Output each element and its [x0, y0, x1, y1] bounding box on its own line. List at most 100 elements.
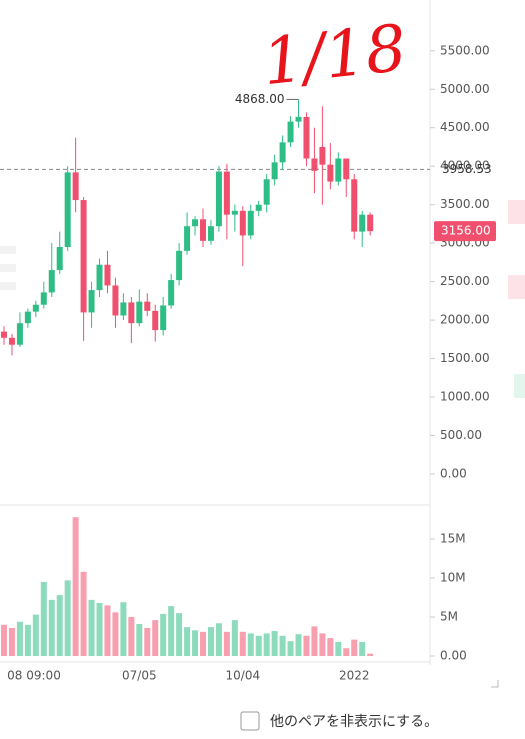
volume-bar [271, 631, 278, 657]
volume-bar [255, 635, 262, 657]
candle-body [136, 301, 143, 324]
volume-bar [104, 605, 111, 657]
y-tick-label: 5500.00 [440, 43, 490, 57]
candle-body [351, 179, 358, 232]
y-tick-label: 500.00 [440, 428, 482, 442]
last-price-label: 3156.00 [441, 224, 491, 238]
candle-body [176, 250, 183, 281]
candle-body [16, 323, 23, 345]
candle-body [104, 264, 111, 286]
candle-body [271, 162, 278, 180]
volume-bar [223, 631, 230, 657]
decor [514, 374, 525, 398]
candle-body [184, 226, 191, 251]
volume-bar [64, 580, 71, 657]
volume-bar [160, 613, 167, 657]
candle-body [128, 302, 135, 324]
candle-body [303, 116, 310, 159]
decor [0, 264, 16, 272]
candle-body [367, 214, 374, 232]
volume-bar [335, 641, 342, 657]
candle-body [8, 337, 15, 345]
candle-body [80, 200, 87, 313]
volume-bar [88, 599, 95, 657]
volume-bar [287, 641, 294, 657]
volume-bar [343, 648, 350, 657]
candle-body [56, 246, 63, 271]
candle-body [96, 264, 103, 291]
decor [0, 282, 16, 290]
candle-body [72, 172, 79, 201]
y-tick-label: 5M [440, 610, 458, 624]
candle-body [279, 142, 286, 163]
volume-bar [128, 617, 135, 657]
checkbox[interactable] [240, 711, 260, 731]
high-marker-label: 4868.00 [235, 92, 285, 106]
candle-body [48, 270, 55, 293]
volume-bar [136, 624, 143, 657]
candle-body [327, 164, 334, 182]
y-tick-label: 2000.00 [440, 313, 490, 327]
decor [508, 275, 525, 299]
volume-bar [40, 581, 47, 657]
candle-body [168, 280, 175, 306]
candle-body [287, 121, 294, 143]
x-tick-label: 10/04 [226, 669, 261, 683]
candle-body [319, 146, 326, 165]
candle-body [192, 219, 199, 227]
y-tick-label: 3500.00 [440, 197, 490, 211]
y-tick-label: 4500.00 [440, 120, 490, 134]
candle-body [152, 310, 159, 331]
volume-bar [144, 627, 151, 657]
volume-bar [32, 614, 39, 657]
checkbox-label[interactable]: 他のペアを非表示にする。 [270, 714, 438, 730]
y-tick-label: 0.00 [440, 649, 467, 663]
y-tick-label: 5000.00 [440, 82, 490, 96]
volume-bar [239, 631, 246, 657]
volume-bar [48, 599, 55, 657]
candle-body [88, 290, 95, 313]
volume-bar [263, 633, 270, 657]
volume-bar [367, 653, 374, 657]
last-price-box [434, 221, 496, 242]
volume-bar [1, 624, 7, 657]
volume-bar [215, 623, 222, 657]
volume-bar [327, 638, 334, 657]
volume-bar [24, 624, 31, 657]
candle-body [64, 172, 71, 247]
y-tick-label: 15M [440, 532, 466, 546]
volume-bar [247, 633, 254, 657]
volume-bar [295, 634, 302, 657]
volume-bar [184, 627, 191, 657]
candle-body [223, 171, 230, 215]
candle-body [335, 158, 342, 182]
volume-bar [112, 612, 119, 657]
y-tick-label: 10M [440, 571, 466, 585]
volume-bar [192, 630, 199, 657]
candle-body [263, 179, 270, 205]
volume-bar [311, 626, 318, 657]
reference-label: 3958.53 [442, 162, 492, 176]
candle-body [24, 311, 31, 324]
candle-body [311, 158, 318, 171]
y-tick-label: 4000.00 [440, 159, 490, 173]
candle-body [231, 210, 238, 215]
candle-body [207, 226, 214, 241]
candle-body [247, 210, 254, 236]
candle-body [359, 214, 366, 232]
volume-bar [8, 627, 15, 657]
candle-body [343, 158, 350, 180]
volume-bar [96, 602, 103, 657]
volume-bar [207, 627, 214, 657]
candle-body [215, 171, 222, 227]
candle-body [200, 219, 206, 241]
resize-handle [491, 680, 499, 688]
volume-bar [351, 639, 358, 657]
volume-bar [56, 595, 63, 657]
candle-body [112, 285, 119, 316]
decor [508, 200, 525, 224]
x-tick-label: 08 09:00 [7, 669, 61, 683]
candle-body [144, 301, 151, 311]
